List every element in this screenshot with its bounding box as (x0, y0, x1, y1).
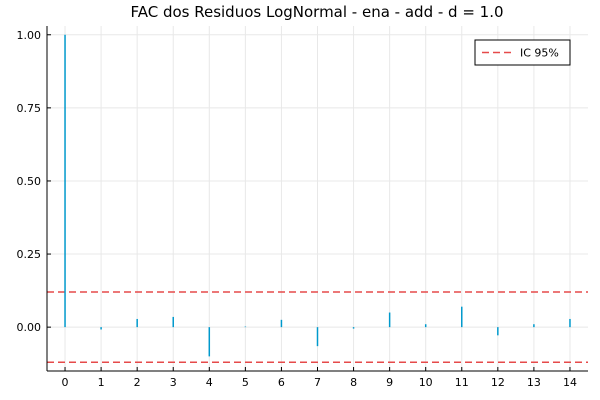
x-tick-label: 8 (350, 376, 357, 389)
legend-box (474, 39, 571, 66)
x-ticks: 0 1 2 3 4 5 6 7 8 9 10 11 12 13 14 (62, 367, 577, 389)
x-tick-label: 4 (206, 376, 213, 389)
legend-ci-label: IC 95% (520, 47, 559, 60)
x-tick-label: 11 (455, 376, 469, 389)
x-tick-label: 1 (98, 376, 105, 389)
y-tick-label: 0.25 (17, 248, 42, 261)
bars (64, 34, 571, 357)
x-tick-label: 5 (242, 376, 249, 389)
legend: IC 95% (474, 39, 571, 66)
x-tick-label: 3 (170, 376, 177, 389)
x-tick-label: 12 (491, 376, 505, 389)
y-tick-label: 0.50 (17, 175, 42, 188)
chart-title: FAC dos Residuos LogNormal - ena - add -… (130, 3, 503, 21)
x-tick-label: 9 (386, 376, 393, 389)
x-tick-label: 0 (62, 376, 69, 389)
x-tick-label: 7 (314, 376, 321, 389)
y-tick-label: 0.00 (17, 321, 42, 334)
x-tick-label: 14 (563, 376, 577, 389)
x-tick-label: 2 (134, 376, 141, 389)
y-tick-label: 1.00 (17, 29, 42, 42)
x-tick-label: 13 (527, 376, 541, 389)
confidence-lines (47, 291, 588, 363)
x-tick-label: 6 (278, 376, 285, 389)
grid-lines (47, 26, 588, 371)
y-ticks: 0.00 0.25 0.50 0.75 1.00 (17, 29, 51, 334)
x-tick-label: 10 (419, 376, 433, 389)
y-tick-label: 0.75 (17, 102, 42, 115)
